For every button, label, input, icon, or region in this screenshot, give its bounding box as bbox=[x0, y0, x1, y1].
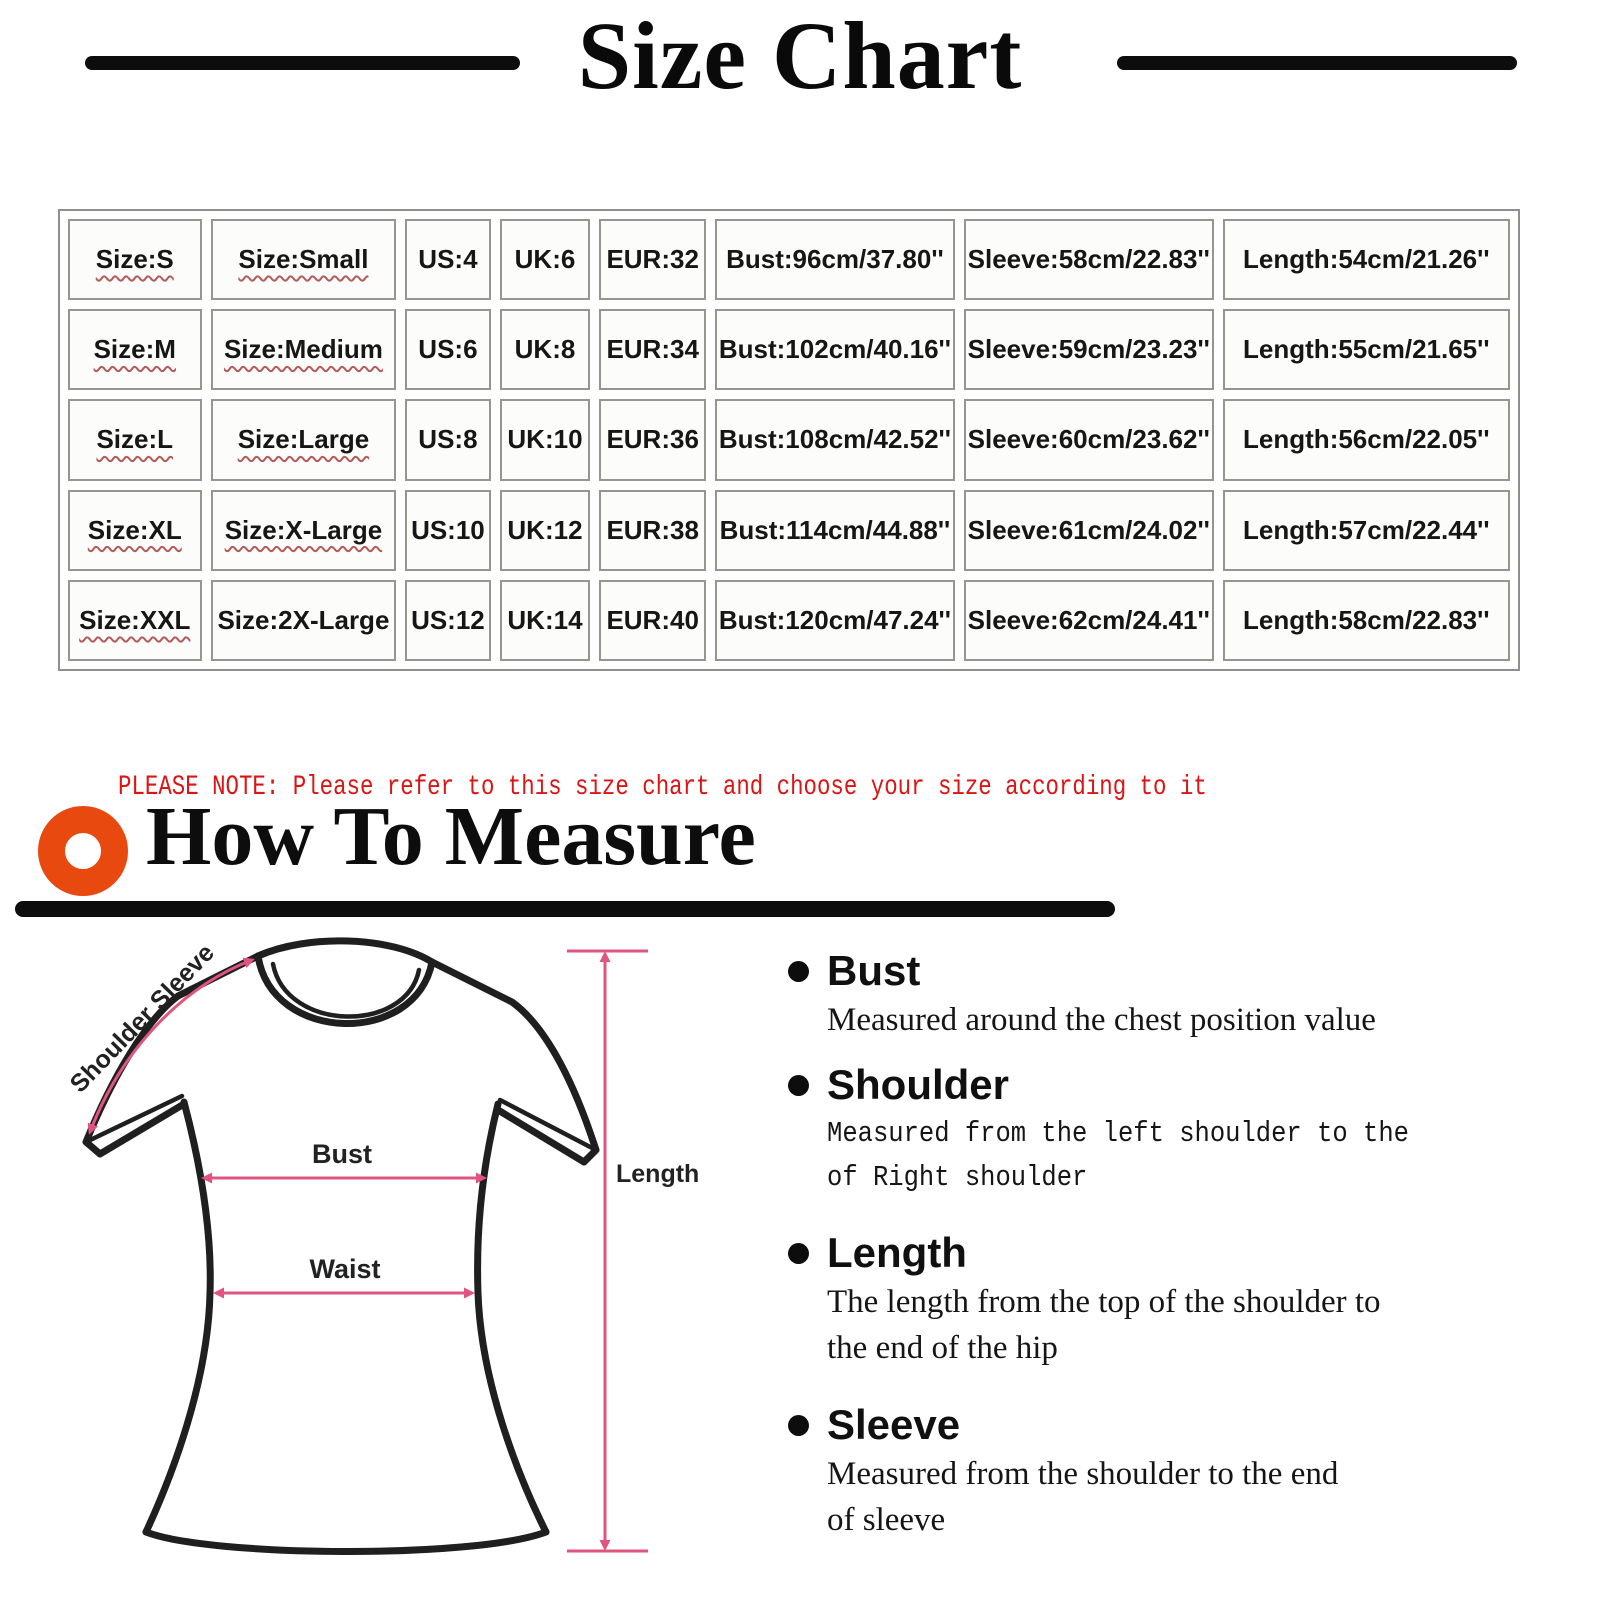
title-divider-right bbox=[1117, 56, 1517, 70]
measure-label: Length bbox=[827, 1229, 967, 1276]
size-table-cell: Size:XL bbox=[68, 489, 202, 571]
tshirt-measure-diagram: Shoulder Sleeve Bust Waist Length bbox=[65, 937, 699, 1555]
size-table-cell: Sleeve:61cm/24.02'' bbox=[963, 489, 1214, 571]
bullet-icon bbox=[788, 961, 809, 982]
size-table-cell: Size:Large bbox=[210, 399, 397, 481]
measure-item-shoulder: Shoulder Measured from the left shoulder… bbox=[788, 1061, 1488, 1199]
measure-label: Sleeve bbox=[827, 1401, 961, 1448]
bullet-icon bbox=[788, 1415, 809, 1436]
size-table-cell: US:6 bbox=[405, 309, 491, 391]
size-table-cell: US:10 bbox=[405, 489, 491, 571]
size-table-cell: Sleeve:59cm/23.23'' bbox=[963, 309, 1214, 391]
size-table-cell: Size:L bbox=[68, 399, 202, 481]
measure-label: Shoulder bbox=[827, 1061, 1010, 1108]
measure-label: Bust bbox=[827, 947, 921, 994]
size-table-cell: Sleeve:58cm/22.83'' bbox=[963, 219, 1214, 301]
measure-item-bust: Bust Measured around the chest position … bbox=[788, 947, 1376, 1044]
measure-desc: Measured around the chest position value bbox=[827, 1002, 1376, 1039]
size-table-cell: US:12 bbox=[405, 579, 491, 661]
waist-label: Waist bbox=[309, 1254, 380, 1284]
size-table-cell: UK:6 bbox=[499, 219, 591, 301]
bust-label: Bust bbox=[312, 1139, 372, 1169]
size-table-cell: Bust:108cm/42.52'' bbox=[714, 399, 955, 481]
size-table-cell: UK:12 bbox=[499, 489, 591, 571]
size-table-cell: Length:57cm/22.44'' bbox=[1222, 489, 1510, 571]
measure-item-sleeve: Sleeve Measured from the shoulder to the… bbox=[788, 1401, 1339, 1543]
size-table-cell: Size:M bbox=[68, 309, 202, 391]
size-table-cell: EUR:38 bbox=[599, 489, 706, 571]
size-table-cell: Size:S bbox=[68, 219, 202, 301]
measure-desc: Measured from the shoulder to the end of… bbox=[827, 1456, 1339, 1538]
size-table-cell: Length:58cm/22.83'' bbox=[1222, 579, 1510, 661]
heading-underline bbox=[15, 901, 1115, 917]
size-table-cell: US:4 bbox=[405, 219, 491, 301]
how-to-measure-heading: How To Measure bbox=[146, 790, 756, 883]
orange-ring-icon bbox=[38, 806, 128, 896]
size-table-cell: Length:55cm/21.65'' bbox=[1222, 309, 1510, 391]
size-table-cell: Length:54cm/21.26'' bbox=[1222, 219, 1510, 301]
size-table-cell: Size:Small bbox=[210, 219, 397, 301]
measurement-arrows bbox=[87, 949, 648, 1553]
size-table-cell: UK:10 bbox=[499, 399, 591, 481]
size-table-cell: Size:Medium bbox=[210, 309, 397, 391]
size-table: Size:S Size:Small US:4 UK:6 EUR:32 Bust:96cm/… bbox=[58, 209, 1520, 671]
size-table-cell: Sleeve:60cm/23.62'' bbox=[963, 399, 1214, 481]
size-note: PLEASE NOTE: Please refer to this size c… bbox=[118, 772, 1207, 803]
size-table-cell: Length:56cm/22.05'' bbox=[1222, 399, 1510, 481]
page-title: Size Chart bbox=[577, 2, 1023, 109]
size-table-cell: Bust:120cm/47.24'' bbox=[714, 579, 955, 661]
size-table-cell: Size:2X-Large bbox=[210, 579, 397, 661]
size-table-cell: UK:8 bbox=[499, 309, 591, 391]
size-table-cell: EUR:34 bbox=[599, 309, 706, 391]
size-table-cell: UK:14 bbox=[499, 579, 591, 661]
size-table-cell: EUR:36 bbox=[599, 399, 706, 481]
size-table-cell: Bust:114cm/44.88'' bbox=[714, 489, 955, 571]
size-table-cell: EUR:32 bbox=[599, 219, 706, 301]
size-table-cell: US:8 bbox=[405, 399, 491, 481]
measure-desc: Measured from the left shoulder to the o… bbox=[827, 1117, 1409, 1194]
measure-item-length: Length The length from the top of the sh… bbox=[788, 1229, 1381, 1371]
shoulder-sleeve-arrow bbox=[87, 957, 255, 1135]
tshirt-outline bbox=[82, 937, 600, 1555]
size-table-cell: Bust:102cm/40.16'' bbox=[714, 309, 955, 391]
size-table-cell: Sleeve:62cm/24.41'' bbox=[963, 579, 1214, 661]
size-table-cell: Size:XXL bbox=[68, 579, 202, 661]
shoulder-sleeve-label: Shoulder Sleeve bbox=[65, 939, 220, 1098]
length-label: Length bbox=[616, 1160, 699, 1188]
title-divider-left bbox=[85, 56, 520, 70]
size-table-cell: EUR:40 bbox=[599, 579, 706, 661]
size-table-cell: Size:X-Large bbox=[210, 489, 397, 571]
size-table-cell: Bust:96cm/37.80'' bbox=[714, 219, 955, 301]
measure-desc: The length from the top of the shoulder … bbox=[827, 1284, 1381, 1366]
bullet-icon bbox=[788, 1243, 809, 1264]
bullet-icon bbox=[788, 1075, 809, 1096]
